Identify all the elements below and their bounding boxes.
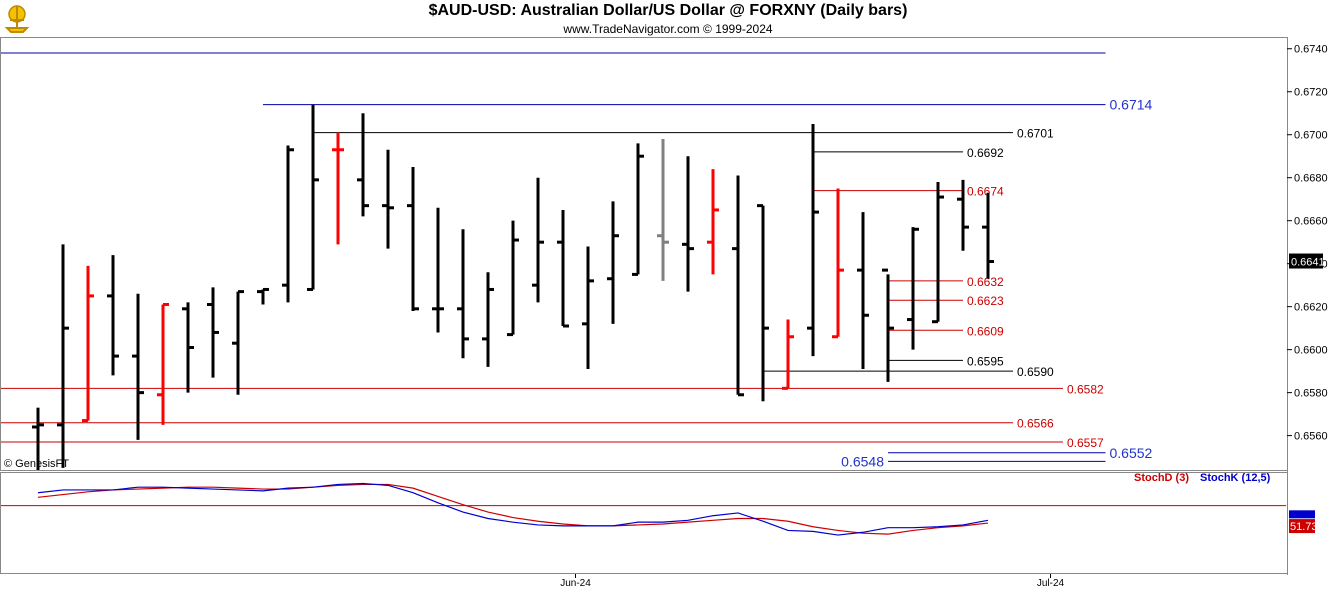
ohlc-bar <box>107 255 119 376</box>
level-label: 0.6590 <box>1017 365 1054 379</box>
ohlc-bar <box>282 145 294 303</box>
x-tick-label: Jun-24 <box>560 578 591 589</box>
level-label: 0.6582 <box>1067 382 1104 396</box>
level-label: 0.6623 <box>967 294 1004 308</box>
ohlc-bar <box>882 268 894 382</box>
ohlc-bar <box>407 166 419 311</box>
ohlc-bar <box>657 139 669 281</box>
ohlc-bar <box>732 175 744 397</box>
ohlc-bar <box>907 227 919 350</box>
stoch-series-line <box>37 483 989 535</box>
ohlc-bar <box>232 290 244 395</box>
level-label: 0.6609 <box>967 324 1004 338</box>
y-tick-label: 0.6580 <box>1294 388 1328 400</box>
stoch-last-box <box>1289 519 1315 534</box>
stoch-last-label: 51.73 <box>1290 521 1318 533</box>
level-label: 0.6692 <box>967 146 1004 160</box>
ohlc-bar <box>557 209 569 328</box>
y-tick-label: 0.6600 <box>1294 345 1328 357</box>
level-label: 0.6595 <box>967 354 1004 368</box>
ohlc-bar <box>607 201 619 324</box>
ohlc-bar <box>982 192 994 279</box>
ohlc-bar <box>807 123 819 357</box>
ohlc-bar <box>782 319 794 390</box>
y-tick-label: 0.6620 <box>1294 302 1328 314</box>
ohlc-bar <box>932 182 944 324</box>
ohlc-bar <box>32 407 44 470</box>
last-price-label: 0.6641 <box>1291 257 1325 269</box>
ohlc-bar <box>457 229 469 359</box>
ohlc-bar <box>307 104 319 291</box>
level-label: 0.6552 <box>1110 445 1153 461</box>
ohlc-bar <box>832 188 844 339</box>
level-label: 0.6701 <box>1017 127 1054 141</box>
ohlc-bar <box>532 177 544 303</box>
ohlc-bar <box>682 156 694 292</box>
legend-stochd: StochD (3) <box>1134 472 1189 484</box>
ohlc-bar <box>582 246 594 369</box>
last-price-box <box>1289 253 1323 269</box>
stoch-series-line <box>37 482 989 536</box>
ohlc-bar <box>957 179 969 251</box>
ohlc-bar <box>207 287 219 378</box>
y-tick-label: 0.6700 <box>1294 130 1328 142</box>
y-tick-label: 0.6740 <box>1294 44 1328 56</box>
level-label: 0.6548 <box>841 453 884 469</box>
ohlc-bar <box>157 303 169 425</box>
ohlc-bar <box>57 244 69 468</box>
stoch-last-box <box>1289 510 1315 519</box>
ohlc-bar <box>182 302 194 393</box>
ohlc-bar <box>857 212 869 369</box>
ohlc-bar <box>707 169 719 275</box>
y-tick-label: 0.6660 <box>1294 216 1328 228</box>
level-label: 0.6632 <box>967 275 1004 289</box>
level-label: 0.6674 <box>967 185 1004 199</box>
ohlc-bar <box>357 113 369 217</box>
ohlc-bar <box>482 272 494 367</box>
y-tick-label: 0.6720 <box>1294 87 1328 99</box>
ohlc-bar <box>132 293 144 440</box>
ohlc-bar <box>257 287 269 305</box>
price-panel <box>0 37 1288 471</box>
ohlc-bar <box>757 204 769 402</box>
ohlc-bar <box>332 132 344 245</box>
copyright-label: © GenesisFT <box>4 458 69 470</box>
chart-subtitle: www.TradeNavigator.com © 1999-2024 <box>563 22 773 36</box>
x-tick-label: Jul-24 <box>1037 578 1065 589</box>
level-label: 0.6566 <box>1017 417 1054 431</box>
ohlc-bar <box>382 149 394 249</box>
y-tick-label: 0.6680 <box>1294 173 1328 185</box>
level-label: 0.6557 <box>1067 436 1104 450</box>
legend-stochk: StochK (12,5) <box>1200 472 1271 484</box>
ohlc-bar <box>507 220 519 337</box>
ohlc-bar <box>632 143 644 276</box>
logo-icon <box>2 2 32 34</box>
ohlc-bar <box>82 265 94 423</box>
y-tick-label: 0.6560 <box>1294 431 1328 443</box>
ohlc-bar <box>432 207 444 333</box>
chart-title: $AUD-USD: Australian Dollar/US Dollar @ … <box>428 2 908 19</box>
level-label: 0.6714 <box>1110 97 1153 113</box>
